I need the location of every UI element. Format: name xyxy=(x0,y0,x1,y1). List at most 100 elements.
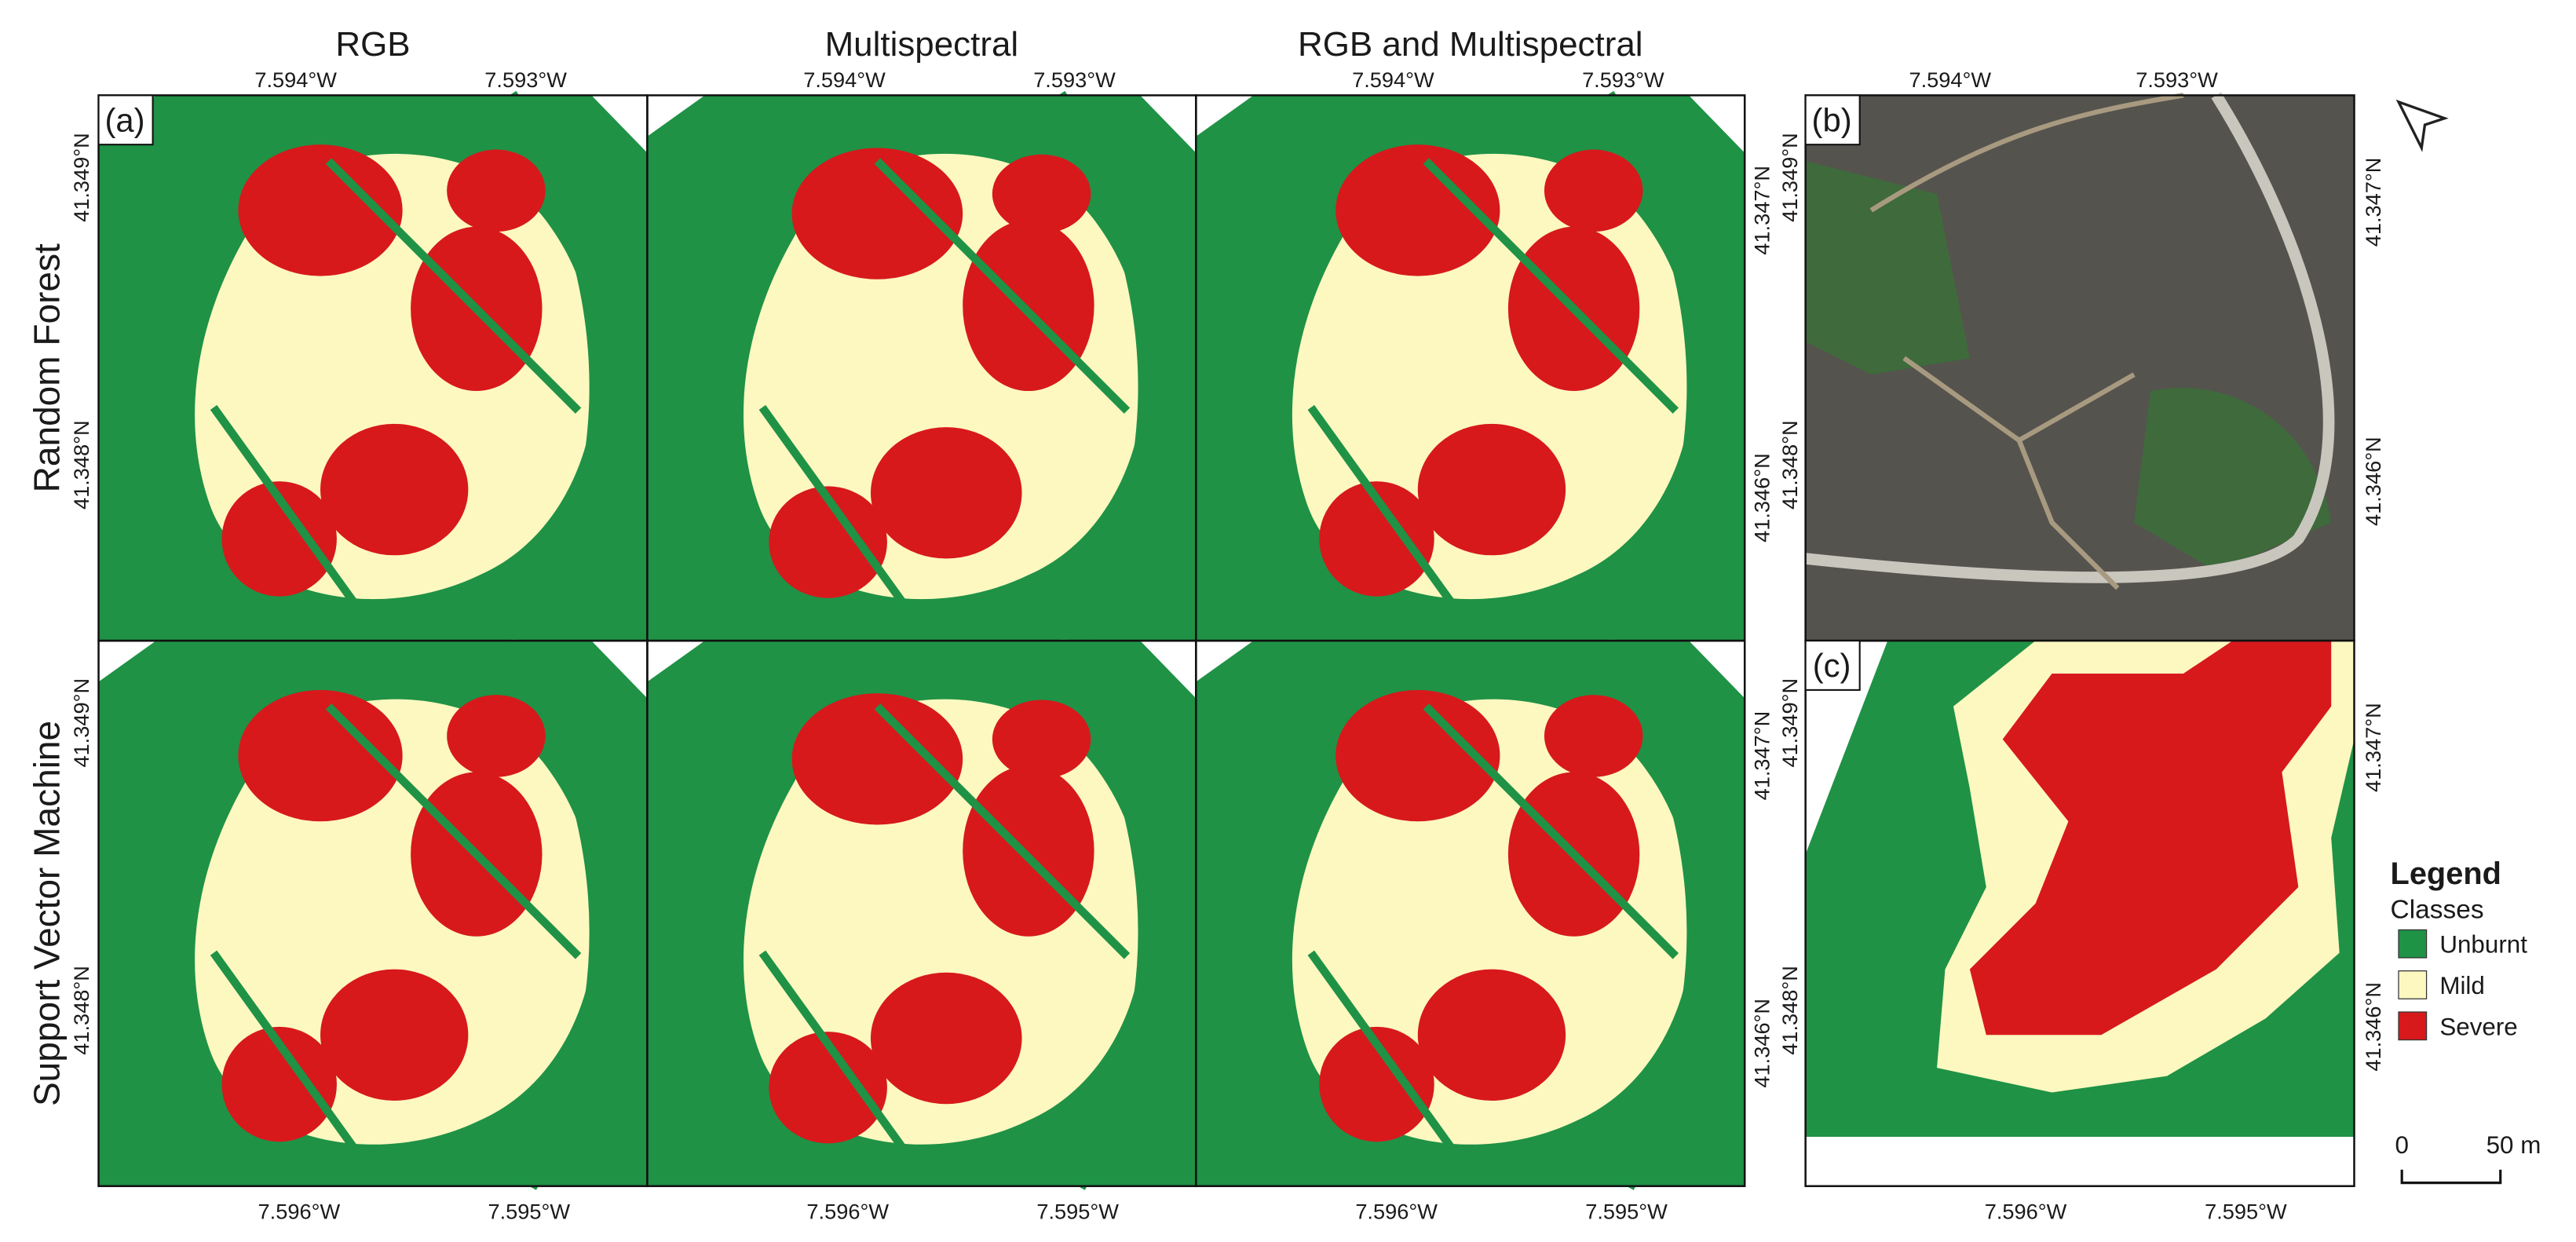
legend-label: Severe xyxy=(2439,1013,2517,1040)
aerial-panel xyxy=(1804,92,2355,642)
map-panel xyxy=(1195,90,1746,645)
severe-area xyxy=(447,149,546,232)
track xyxy=(210,950,374,1172)
severe-area xyxy=(320,969,469,1101)
column-title: Multispectral xyxy=(825,25,1019,64)
panel-label-box xyxy=(97,94,154,146)
longitude-label: 7.595°W xyxy=(1036,1200,1119,1224)
track xyxy=(325,703,582,959)
latitude-label: 41.348°N xyxy=(69,966,93,1055)
legend-subtitle: Classes xyxy=(2391,896,2484,925)
scale-bar xyxy=(2400,1169,2502,1185)
scale-label: 50 m xyxy=(2486,1131,2541,1159)
severe-area xyxy=(992,700,1091,779)
severe-area xyxy=(1544,695,1643,777)
longitude-label: 7.594°W xyxy=(1909,68,1991,92)
track xyxy=(1307,404,1471,627)
track xyxy=(758,950,922,1172)
latitude-label: 41.346°N xyxy=(2361,437,2385,526)
panel-label-box xyxy=(1804,94,1861,146)
severe-area xyxy=(791,693,963,825)
longitude-label: 7.596°W xyxy=(1355,1200,1438,1224)
longitude-label: 7.593°W xyxy=(2136,68,2218,92)
latitude-label: 41.347°N xyxy=(1750,711,1774,801)
severe-area xyxy=(963,765,1094,937)
row-title: Support Vector Machine xyxy=(26,721,67,1106)
legend-swatch xyxy=(2398,929,2428,959)
severe-area xyxy=(791,148,963,279)
longitude-label: 7.594°W xyxy=(254,68,337,92)
north-arrow xyxy=(2395,99,2449,152)
severe-area xyxy=(1319,481,1434,597)
severe-area xyxy=(1417,423,1566,556)
road xyxy=(502,636,606,1190)
severe-area xyxy=(1417,969,1566,1101)
track xyxy=(1869,93,2184,590)
longitude-label: 7.596°W xyxy=(806,1200,889,1224)
track xyxy=(758,404,922,627)
severe-area xyxy=(447,695,546,777)
severe-area xyxy=(221,481,337,597)
latitude-label: 41.349°N xyxy=(1778,678,1802,768)
road xyxy=(502,90,606,645)
severe-area xyxy=(1336,689,1500,822)
latitude-label: 41.347°N xyxy=(2361,703,2385,792)
vegetation xyxy=(1805,161,1970,375)
road xyxy=(1804,92,2335,583)
legend-swatch xyxy=(2398,970,2428,999)
latitude-label: 41.348°N xyxy=(1778,966,1802,1055)
longitude-label: 7.595°W xyxy=(2205,1200,2287,1224)
severe-area xyxy=(963,220,1094,392)
map-panel xyxy=(97,636,649,1190)
severe-area xyxy=(1969,641,2332,1036)
severe-area xyxy=(769,486,887,598)
longitude-label: 7.593°W xyxy=(1033,68,1116,92)
severe-area xyxy=(992,154,1091,234)
severe-area xyxy=(871,972,1022,1105)
track xyxy=(1423,158,1679,414)
panel-label: (a) xyxy=(104,101,144,138)
severe-area xyxy=(1319,1026,1434,1142)
latitude-label: 41.349°N xyxy=(1778,133,1802,222)
road xyxy=(1050,636,1155,1190)
coarse-panel xyxy=(1804,639,2355,1188)
longitude-label: 7.596°W xyxy=(1985,1200,2067,1224)
panel-label: (c) xyxy=(1813,647,1851,684)
severe-area xyxy=(1336,144,1500,276)
road xyxy=(1599,636,1704,1190)
track xyxy=(325,158,582,414)
severe-area xyxy=(871,427,1022,559)
track xyxy=(210,404,374,627)
scale-label: 0 xyxy=(2395,1131,2408,1159)
map-panel xyxy=(646,90,1197,645)
panel-label-box xyxy=(1804,640,1861,691)
column-title: RGB xyxy=(335,25,410,64)
latitude-label: 41.348°N xyxy=(1778,420,1802,510)
track xyxy=(874,703,1131,959)
map-panel xyxy=(1195,636,1746,1190)
severe-area xyxy=(221,1026,337,1142)
longitude-label: 7.596°W xyxy=(258,1200,341,1224)
row-title: Random Forest xyxy=(26,243,67,492)
severe-area xyxy=(320,423,469,556)
map-panel xyxy=(646,636,1197,1190)
track xyxy=(1423,703,1679,959)
legend-swatch xyxy=(2398,1011,2428,1041)
legend-label: Mild xyxy=(2439,972,2485,999)
longitude-label: 7.595°W xyxy=(1585,1200,1668,1224)
track xyxy=(1307,950,1471,1172)
severe-area xyxy=(769,1032,887,1144)
longitude-label: 7.593°W xyxy=(484,68,567,92)
latitude-label: 41.349°N xyxy=(69,133,93,222)
longitude-label: 7.593°W xyxy=(1582,68,1664,92)
latitude-label: 41.346°N xyxy=(1750,999,1774,1088)
legend-title: Legend xyxy=(2391,857,2501,891)
severe-area xyxy=(238,144,403,276)
panel-frame xyxy=(1195,639,1746,1188)
severe-area xyxy=(1544,149,1643,232)
column-title: RGB and Multispectral xyxy=(1298,25,1643,64)
road xyxy=(1599,90,1704,645)
longitude-label: 7.594°W xyxy=(1352,68,1434,92)
